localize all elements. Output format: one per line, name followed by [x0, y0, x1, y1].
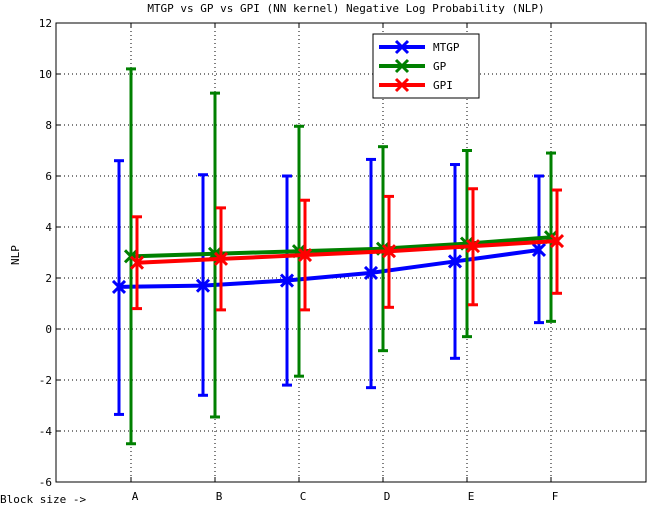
y-tick-label: 0 — [45, 323, 52, 336]
y-tick-label: -2 — [39, 374, 52, 387]
legend-item-mtgp: MTGP — [379, 39, 460, 55]
legend-label: MTGP — [433, 41, 460, 54]
data-point-marker — [447, 254, 463, 269]
x-axis-label: Block size -> — [0, 493, 86, 505]
y-tick-label: 10 — [39, 68, 52, 81]
y-tick-label: -6 — [39, 476, 52, 489]
y-tick-label: 6 — [45, 170, 52, 183]
series-layer — [111, 67, 565, 446]
plot-frame — [55, 22, 647, 483]
data-point-marker — [549, 233, 565, 249]
y-axis-label: NLP — [9, 245, 22, 265]
legend: MTGP GP GPI — [372, 33, 480, 99]
x-tick-label: E — [468, 490, 475, 503]
series-mtgp — [111, 157, 547, 416]
series-line — [130, 235, 552, 259]
data-point-marker — [111, 279, 127, 294]
y-tick-label: 8 — [45, 119, 52, 132]
legend-marker — [394, 77, 410, 93]
y-tick-label: 4 — [45, 221, 52, 234]
axis-ticks: -6 -4 -2 0 2 4 6 8 10 12 A B C D E F — [39, 17, 646, 503]
legend-item-gp: GP — [379, 58, 447, 74]
data-point-marker — [531, 242, 547, 258]
x-tick-label: B — [216, 490, 223, 503]
legend-marker — [394, 58, 410, 74]
data-point-marker — [195, 278, 211, 293]
legend-label: GPI — [433, 79, 453, 92]
data-point-marker — [381, 244, 397, 259]
data-point-marker — [279, 273, 295, 288]
data-point-marker — [129, 255, 145, 270]
y-tick-label: -4 — [39, 425, 53, 438]
series-line — [118, 247, 540, 289]
chart-title: MTGP vs GP vs GPI (NN kernel) Negative L… — [147, 2, 544, 15]
legend-item-gpi: GPI — [379, 77, 453, 93]
data-point-marker — [297, 247, 313, 263]
legend-items: MTGP GP GPI — [379, 39, 460, 93]
x-tick-label: A — [132, 490, 139, 503]
y-tick-label: 12 — [39, 17, 52, 30]
series-gp — [123, 67, 559, 446]
x-tick-label: F — [552, 490, 559, 503]
x-tick-label: D — [384, 490, 391, 503]
y-tick-label: 2 — [45, 272, 52, 285]
series-gpi — [129, 187, 565, 312]
data-point-marker — [363, 265, 379, 280]
x-tick-label: C — [300, 490, 307, 503]
data-point-marker — [213, 251, 229, 266]
legend-marker — [394, 39, 410, 55]
legend-label: GP — [433, 60, 447, 73]
series-line — [136, 239, 558, 265]
data-point-marker — [465, 239, 481, 254]
